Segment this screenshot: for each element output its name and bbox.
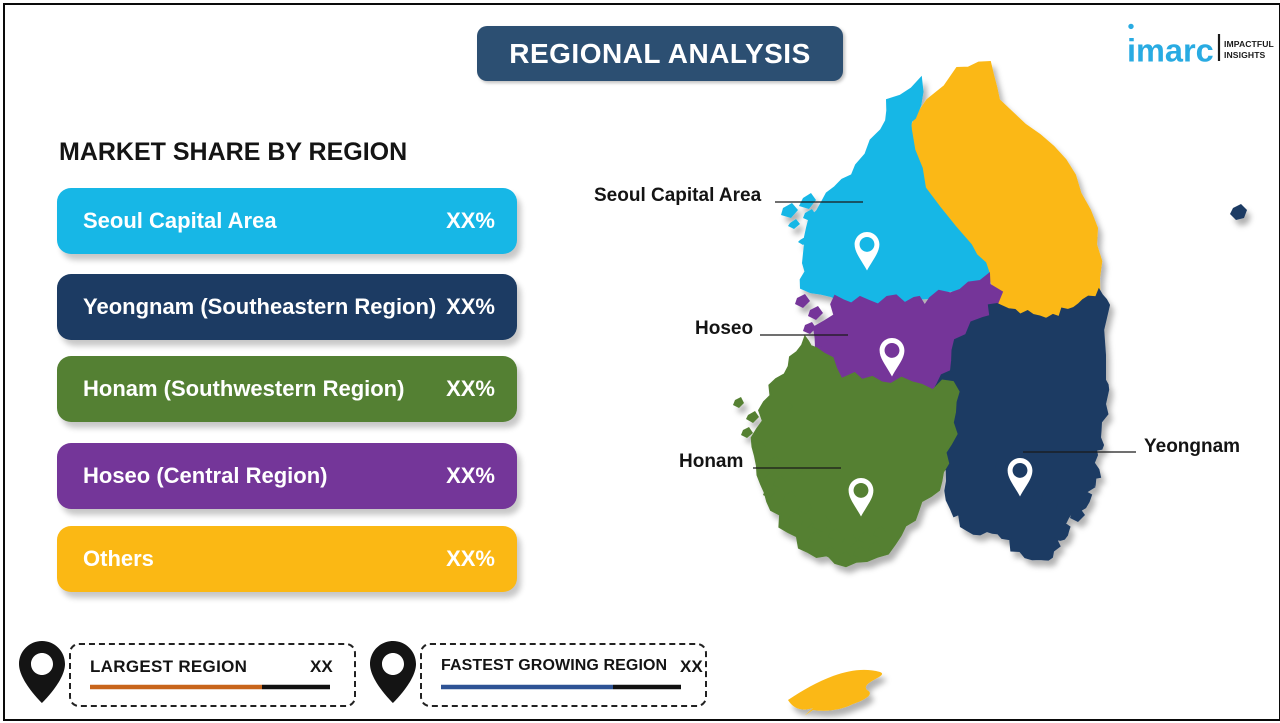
- svg-text:INSIGHTS: INSIGHTS: [1224, 50, 1266, 60]
- svg-text:IMPACTFUL: IMPACTFUL: [1224, 39, 1274, 49]
